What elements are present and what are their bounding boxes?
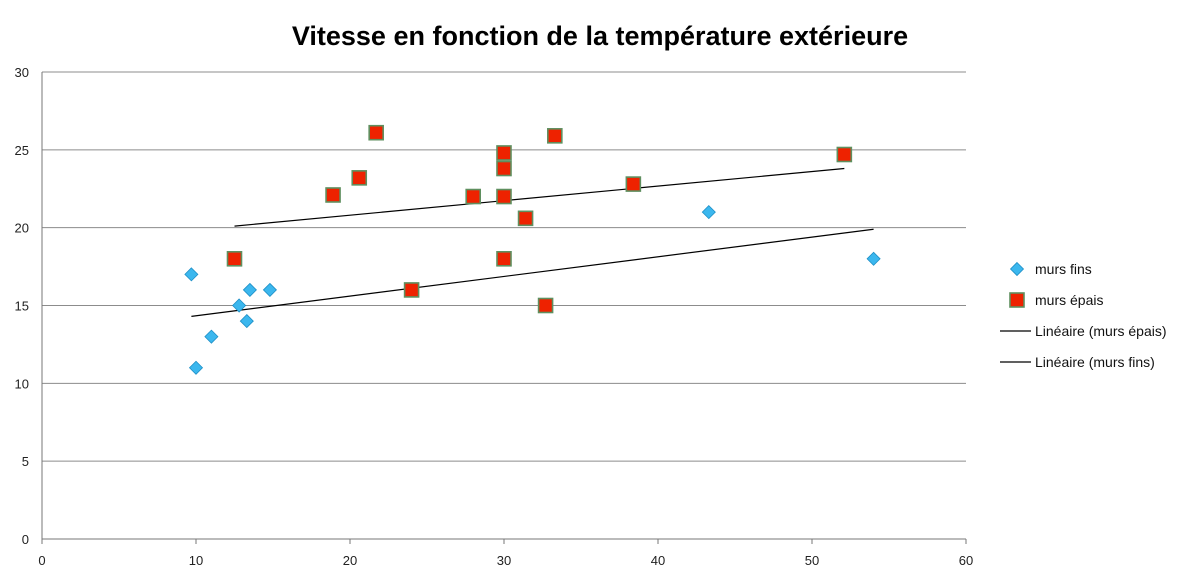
y-tick-label: 5 <box>22 454 29 469</box>
trendline-murs-epais <box>234 167 845 227</box>
x-tick-label: 50 <box>805 553 819 568</box>
point-murs-epais <box>496 188 512 205</box>
point-murs-fins <box>232 298 247 313</box>
point-murs-fins <box>204 329 219 344</box>
point-layer <box>184 124 881 375</box>
point-murs-epais <box>325 187 341 203</box>
point-murs-epais <box>351 170 368 186</box>
legend-label: murs épais <box>1035 292 1103 308</box>
x-tick-label: 10 <box>189 553 203 568</box>
point-murs-fins <box>184 267 199 282</box>
point-murs-epais <box>496 160 512 177</box>
x-tick-label: 40 <box>651 553 665 568</box>
y-tick-label: 0 <box>22 532 29 547</box>
point-murs-epais <box>547 128 563 144</box>
legend-marker-murs-fins <box>1009 261 1025 277</box>
point-murs-fins <box>242 282 257 297</box>
point-murs-epais <box>465 188 482 205</box>
point-murs-epais <box>537 297 554 314</box>
point-murs-epais <box>368 124 384 141</box>
axis-layer: 0 5 10 15 20 25 30 0 10 20 30 40 50 60 <box>15 65 974 568</box>
legend: murs fins murs épais Linéaire (murs épais)… <box>1000 261 1167 370</box>
point-murs-epais <box>836 146 853 163</box>
point-murs-epais <box>226 251 243 267</box>
point-murs-fins <box>866 251 881 266</box>
point-murs-epais <box>496 145 512 161</box>
legend-label: murs fins <box>1035 261 1092 277</box>
point-murs-epais <box>625 176 642 192</box>
x-tick-label: 60 <box>959 553 973 568</box>
x-tick-label: 30 <box>497 553 511 568</box>
y-tick-label: 25 <box>15 143 29 158</box>
trendline-murs-fins <box>191 228 874 317</box>
point-murs-epais <box>403 282 420 298</box>
trendline-layer <box>191 167 874 317</box>
point-murs-epais <box>517 210 534 227</box>
point-murs-fins <box>239 314 254 329</box>
x-tick-label: 20 <box>343 553 357 568</box>
legend-label: Linéaire (murs fins) <box>1035 354 1155 370</box>
point-murs-fins <box>188 360 204 375</box>
y-tick-label: 15 <box>15 299 29 314</box>
point-murs-fins <box>262 282 277 297</box>
y-tick-label: 30 <box>15 65 29 80</box>
y-tick-label: 10 <box>15 376 29 391</box>
point-murs-fins <box>701 205 716 220</box>
y-tick-label: 20 <box>15 221 29 236</box>
chart-title: Vitesse en fonction de la température ex… <box>292 21 908 51</box>
x-tick-label: 0 <box>38 553 45 568</box>
legend-marker-murs-epais <box>1009 292 1025 308</box>
legend-label: Linéaire (murs épais) <box>1035 323 1167 339</box>
point-murs-epais <box>496 251 512 267</box>
